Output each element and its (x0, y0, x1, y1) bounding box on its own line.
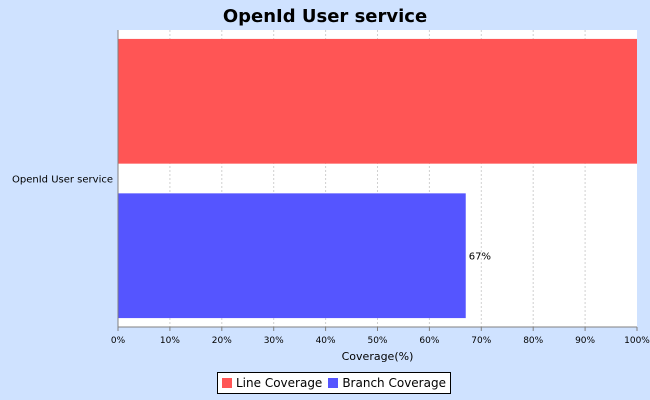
category-label: OpenId User service (12, 175, 113, 186)
x-tick-label: 0% (111, 336, 126, 346)
legend-item-branch-coverage: Branch Coverage (328, 376, 446, 390)
x-tick-label: 20% (212, 336, 232, 346)
legend-label-branch-coverage: Branch Coverage (342, 376, 446, 390)
x-axis-label: Coverage(%) (342, 350, 414, 363)
x-tick-label: 10% (160, 336, 180, 346)
x-tick-label: 30% (264, 336, 284, 346)
x-tick-label: 40% (316, 336, 336, 346)
x-tick-label: 70% (471, 336, 491, 346)
x-tick-label: 100% (624, 336, 650, 346)
x-tick-label: 60% (419, 336, 439, 346)
legend-swatch-branch-coverage (328, 378, 339, 388)
legend-item-line-coverage: Line Coverage (222, 376, 322, 390)
x-tick-label: 80% (523, 336, 543, 346)
legend-label-line-coverage: Line Coverage (236, 376, 323, 390)
data-label-branch-coverage: 67% (469, 252, 491, 263)
bar-branch-coverage (118, 193, 466, 319)
bar-line-coverage (118, 38, 637, 164)
chart-title: OpenId User service (222, 6, 428, 27)
x-tick-label: 50% (367, 336, 387, 346)
x-tick-label: 90% (575, 336, 595, 346)
legend-swatch-line-coverage (222, 378, 232, 388)
chart-legend: Line Coverage Branch Coverage (217, 372, 451, 394)
